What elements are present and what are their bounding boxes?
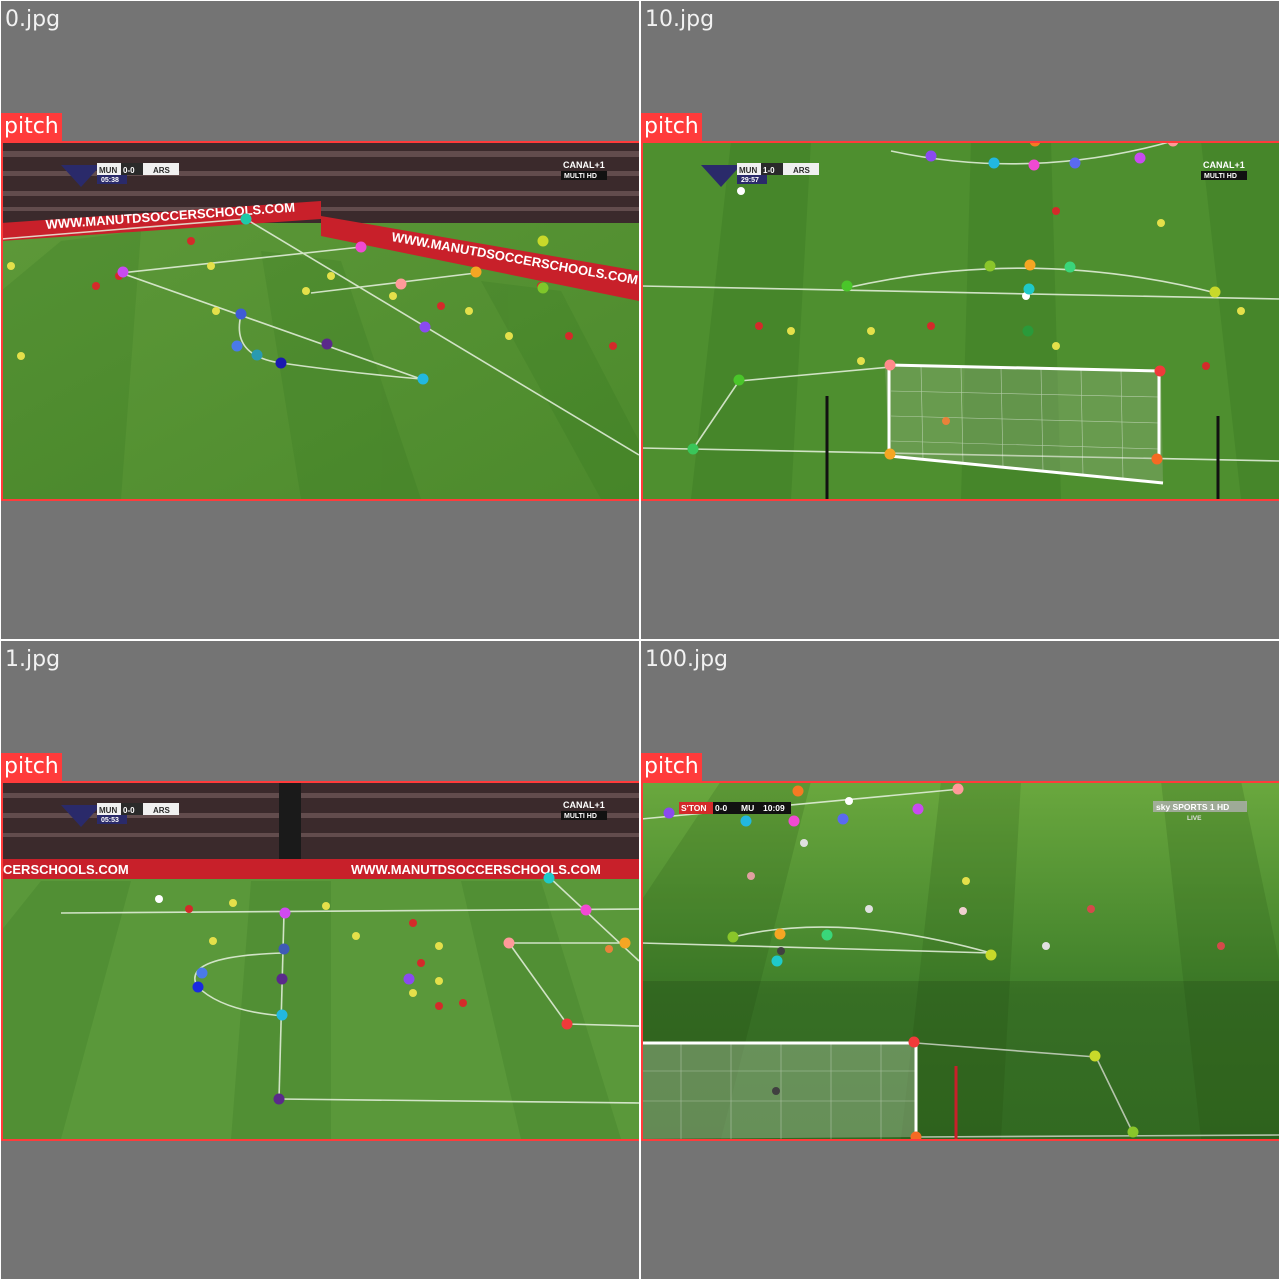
pitch-class-label: pitch	[641, 753, 702, 781]
svg-text:CANAL+1: CANAL+1	[1203, 160, 1245, 170]
svg-text:0-0: 0-0	[123, 806, 135, 815]
scoreboard: MUN 0-0 ARS 05:38	[61, 163, 179, 187]
broadcaster-logo: CANAL+1 MULTI HD	[561, 800, 607, 820]
svg-text:ARS: ARS	[153, 166, 171, 175]
frame-image: MUN 1-0 ARS 29:57 CANAL+1 MULTI HD	[641, 141, 1279, 499]
filename-label: 10.jpg	[645, 7, 715, 32]
svg-text:05:38: 05:38	[101, 177, 119, 184]
svg-text:MUN: MUN	[739, 166, 757, 175]
svg-text:10:09: 10:09	[763, 803, 785, 813]
filename-label: 0.jpg	[5, 7, 61, 32]
svg-text:05:53: 05:53	[101, 817, 119, 824]
broadcaster-logo: CANAL+1 MULTI HD	[561, 160, 607, 180]
scoreboard: MUN 1-0 ARS 29:57	[701, 163, 819, 187]
pitch-class-label: pitch	[641, 113, 702, 141]
svg-text:MUN: MUN	[99, 166, 117, 175]
filename-label: 1.jpg	[5, 647, 61, 672]
video-frame: MUN 1-0 ARS 29:57 CANAL+1 MULTI HD	[641, 141, 1279, 499]
keypoints	[687, 141, 1221, 465]
scoreboard: MUN 0-0 ARS 05:53	[61, 803, 179, 827]
ad-text: CERSCHOOLS.COM	[3, 862, 129, 877]
image-tile-2: 1.jpg CERSCHOOLS.COM WWW.MANUTDSOCCERSCH…	[1, 641, 639, 1279]
svg-text:S'TON: S'TON	[681, 803, 706, 813]
filename-label: 100.jpg	[645, 647, 729, 672]
video-frame: WWW.MANUTDSOCCERSCHOOLS.COM WWW.MANUTDSO…	[1, 141, 639, 499]
frame-image: WWW.MANUTDSOCCERSCHOOLS.COM WWW.MANUTDSO…	[1, 141, 639, 499]
svg-text:CANAL+1: CANAL+1	[563, 800, 605, 810]
image-tile-0: 0.jpg WWW.MANUTDSOCCE	[1, 1, 639, 639]
pitch-class-label: pitch	[1, 113, 62, 141]
svg-text:MU: MU	[741, 803, 754, 813]
svg-text:ARS: ARS	[793, 166, 811, 175]
image-tile-3: 100.jpg	[641, 641, 1279, 1279]
svg-text:0-0: 0-0	[123, 166, 135, 175]
broadcaster-logo: CANAL+1 MULTI HD	[1201, 160, 1247, 180]
svg-text:0-0: 0-0	[715, 803, 728, 813]
image-tile-1: 10.jpg	[641, 1, 1279, 639]
goal-net	[825, 363, 1220, 499]
keypoints	[663, 783, 1139, 1139]
pitch-class-label: pitch	[1, 753, 62, 781]
video-frame: CERSCHOOLS.COM WWW.MANUTDSOCCERSCHOOLS.C…	[1, 781, 639, 1139]
svg-text:sky SPORTS 1 HD: sky SPORTS 1 HD	[1156, 802, 1229, 812]
svg-text:ARS: ARS	[153, 806, 171, 815]
svg-text:29:57: 29:57	[741, 177, 759, 184]
svg-text:LIVE: LIVE	[1187, 815, 1202, 822]
frame-image: S'TON 0-0 MU 10:09 sky SPORTS 1 HD LIVE	[641, 781, 1279, 1139]
svg-text:MULTI HD: MULTI HD	[1204, 173, 1237, 180]
ad-text: WWW.MANUTDSOCCERSCHOOLS.COM	[351, 862, 601, 877]
svg-text:MULTI HD: MULTI HD	[564, 813, 597, 820]
broadcaster-logo: sky SPORTS 1 HD LIVE	[1153, 801, 1247, 822]
svg-text:1-0: 1-0	[763, 166, 775, 175]
frame-image: CERSCHOOLS.COM WWW.MANUTDSOCCERSCHOOLS.C…	[1, 781, 639, 1139]
svg-text:CANAL+1: CANAL+1	[563, 160, 605, 170]
scoreboard: S'TON 0-0 MU 10:09	[679, 802, 791, 814]
goal-net	[641, 1041, 958, 1139]
svg-text:MULTI HD: MULTI HD	[564, 173, 597, 180]
svg-text:MUN: MUN	[99, 806, 117, 815]
keypoints	[192, 872, 631, 1105]
video-frame: S'TON 0-0 MU 10:09 sky SPORTS 1 HD LIVE	[641, 781, 1279, 1139]
keypoints	[117, 213, 549, 385]
